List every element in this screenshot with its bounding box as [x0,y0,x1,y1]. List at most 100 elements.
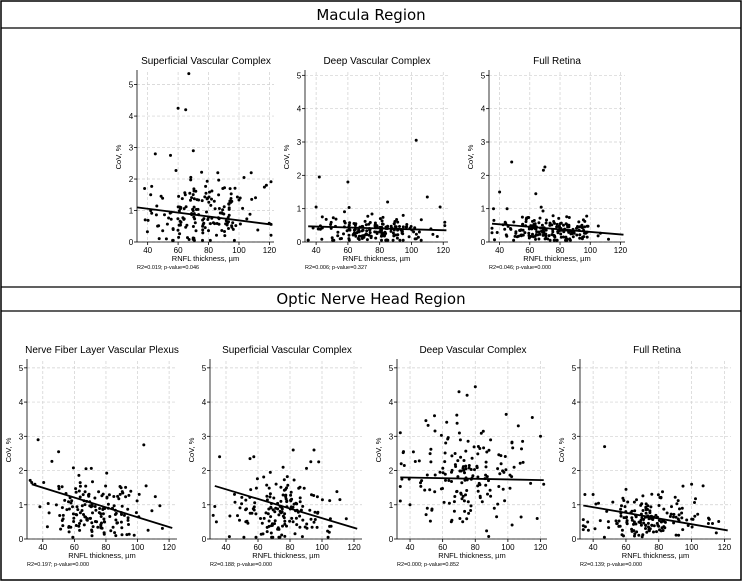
data-point [619,514,623,518]
data-point [144,484,148,488]
x-tick-label: 120 [614,246,628,255]
data-point [396,220,400,224]
data-point [84,484,88,488]
data-point [193,217,197,221]
x-axis-label: RNFL thickness, µm [622,551,689,560]
data-point [650,492,654,496]
data-point [347,233,351,237]
x-tick-label: 100 [685,543,699,552]
data-point [379,234,383,238]
data-point [165,222,169,226]
data-point [120,504,124,508]
data-point [485,450,489,454]
data-point [398,225,401,228]
data-point [510,441,514,445]
data-point [291,448,295,452]
data-point [122,513,126,517]
data-point [281,524,284,528]
data-point [368,231,372,235]
data-point [659,529,663,533]
data-point [620,528,624,532]
data-point [289,493,293,497]
data-point [606,520,610,524]
data-point [84,467,88,471]
stats-caption: R2=0.006; p-value=0.327 [305,265,367,271]
data-point [669,512,673,516]
data-point [250,197,254,201]
y-tick-label: 1 [202,501,207,510]
y-tick-label: 1 [389,501,394,510]
data-point [575,233,579,237]
data-point [120,513,123,516]
data-point [426,423,430,427]
data-point [79,519,83,523]
x-tick-label: 100 [131,543,145,552]
y-tick-label: 1 [129,207,134,216]
data-point [242,535,246,539]
data-point [622,534,625,538]
data-point [462,459,466,462]
data-point [132,533,136,537]
data-point [680,511,684,515]
data-point [674,533,678,537]
data-point [541,168,545,172]
data-point [194,229,198,233]
x-tick-label: 120 [437,246,451,255]
data-point [668,515,672,518]
data-point [213,505,217,508]
data-point [496,467,500,471]
data-point [191,209,195,213]
regression-line [583,504,728,532]
data-point [642,521,646,525]
data-point [329,223,333,226]
x-tick-label: 60 [70,543,79,552]
data-point [502,470,506,474]
x-tick-label: 100 [584,246,598,255]
data-point [521,460,525,464]
data-point [281,493,285,497]
data-point [161,196,165,200]
macula-section-title: Macula Region [316,6,425,24]
data-point [238,506,242,510]
data-point [503,220,507,224]
data-point [430,507,434,511]
data-point [619,507,623,511]
data-point [282,488,286,492]
data-point [512,238,516,242]
data-point [264,183,268,187]
data-point [229,192,233,196]
data-point [453,495,457,498]
data-point [313,518,317,521]
data-point [182,207,186,211]
data-point [501,487,505,491]
data-point [630,518,634,522]
data-point [552,234,556,238]
data-point [457,431,461,435]
data-point [221,208,225,212]
data-point [50,459,54,463]
data-point [544,228,548,232]
y-axis-label: CoV, % [282,144,291,169]
x-tick-label: 80 [204,246,213,255]
data-point [444,478,447,482]
x-tick-label: 100 [405,246,419,255]
data-point [83,490,87,494]
data-point [201,238,204,242]
data-point [656,493,660,497]
data-point [270,524,273,528]
data-point [192,205,196,209]
chart-mac_fr: Full Retina 0 1 2 3 4 5 40 60 80 100 120 RNFL thickn… [466,56,628,271]
data-point [191,193,195,197]
data-point [227,206,231,210]
data-point [540,229,543,233]
data-point [267,486,271,490]
data-point [235,195,239,199]
data-point [98,507,102,510]
y-tick-label: 5 [129,81,134,90]
data-point [71,505,74,509]
data-point [544,221,548,225]
data-point [540,223,544,227]
data-point [178,223,182,227]
data-point [676,517,680,521]
data-point [467,511,471,515]
